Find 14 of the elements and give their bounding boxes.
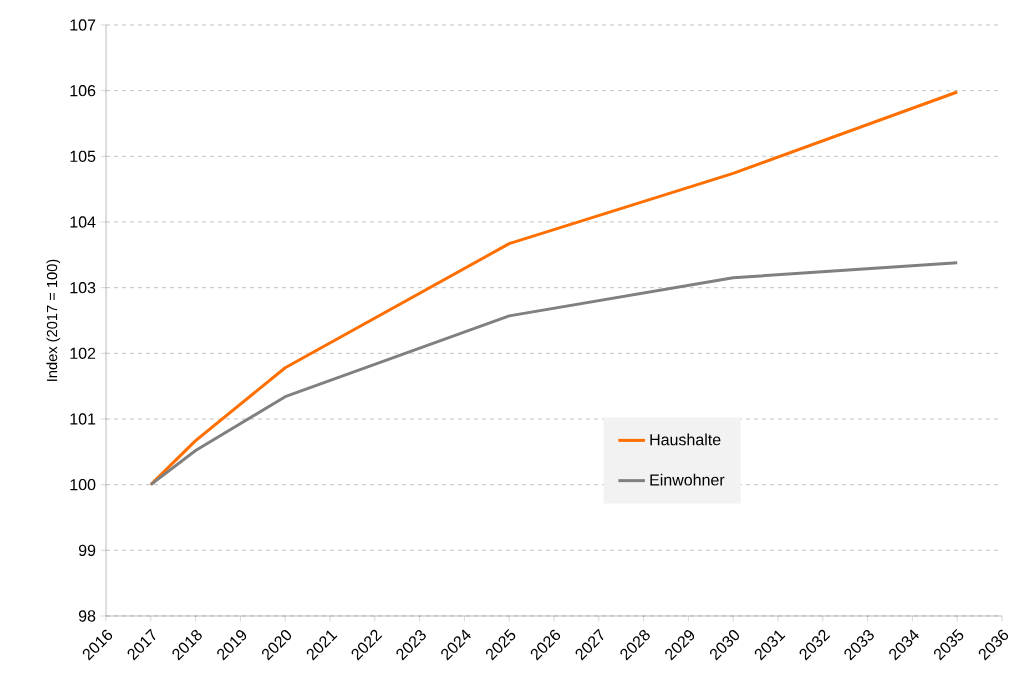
y-axis-title: Index (2017 = 100): [46, 259, 61, 381]
y-tick-label: 101: [70, 413, 96, 425]
y-tick-label: 100: [70, 479, 96, 491]
y-tick-label: 107: [70, 19, 96, 31]
y-tick-label: 104: [70, 216, 96, 228]
y-tick-label: 102: [70, 347, 96, 359]
y-tick-label: 105: [70, 150, 96, 162]
y-tick-label: 99: [78, 544, 96, 556]
line-series: [149, 261, 959, 487]
y-tick-label: 103: [70, 282, 96, 294]
legend-label: Einwohner: [650, 473, 725, 486]
y-tick-label: 106: [70, 85, 96, 97]
legend-label: Haushalte: [650, 433, 721, 446]
y-tick-label: 98: [78, 610, 96, 622]
